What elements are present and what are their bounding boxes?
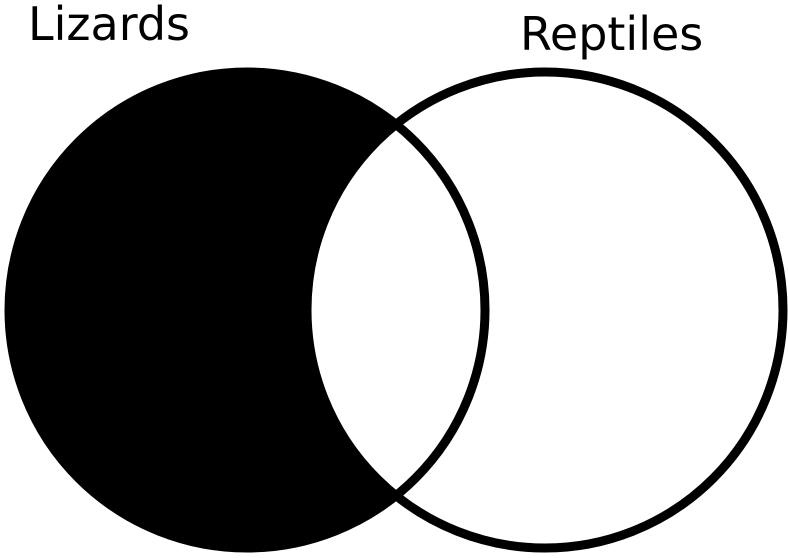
reptiles-label: Reptiles — [520, 7, 703, 61]
lizards-circle — [4, 67, 490, 553]
lizards-label: Lizards — [28, 0, 190, 51]
intersection-region — [307, 72, 485, 548]
reptiles-circle — [302, 67, 788, 553]
